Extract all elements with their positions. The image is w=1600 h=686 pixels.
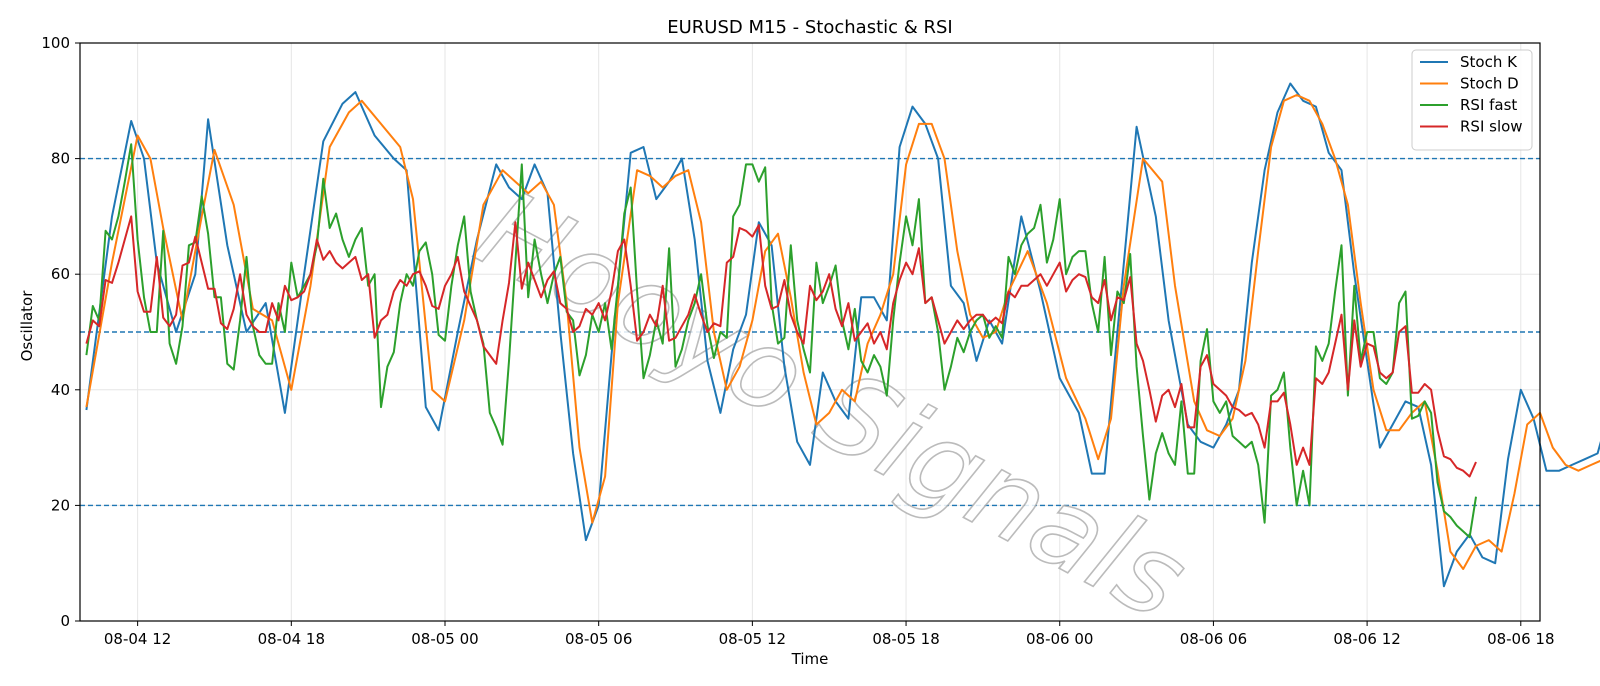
x-tick-label: 08-04 12 [104, 630, 171, 648]
watermark-text: Hooyo Signals [458, 165, 1207, 644]
series-line-rsi-slow [85, 215, 1477, 478]
y-axis-label: Oscillator [18, 290, 36, 362]
y-tick-label: 0 [60, 612, 70, 630]
x-tick-label: 08-06 06 [1180, 630, 1247, 648]
x-tick-label: 08-05 18 [872, 630, 939, 648]
series-lines [85, 82, 1600, 588]
x-tick-label: 08-05 12 [719, 630, 786, 648]
y-axis-ticks: 0 20 40 60 80 100 [41, 34, 80, 630]
x-tick-label: 08-06 00 [1026, 630, 1093, 648]
legend: Stoch K Stoch D RSI fast RSI slow [1411, 49, 1533, 151]
series-line-stoch-k [85, 82, 1600, 588]
chart-title: EURUSD M15 - Stochastic & RSI [667, 17, 953, 38]
y-tick-label: 20 [51, 496, 70, 514]
watermark: Hooyo Signals [457, 164, 1207, 645]
legend-label: Stoch D [1460, 75, 1519, 93]
x-axis-ticks: 08-04 12 08-04 18 08-05 00 08-05 06 08-05 12… [104, 621, 1555, 648]
legend-box [1411, 49, 1533, 151]
x-tick-label: 08-05 00 [411, 630, 478, 648]
y-tick-label: 80 [51, 150, 70, 168]
y-tick-label: 60 [51, 265, 70, 283]
legend-label: RSI slow [1460, 118, 1523, 136]
x-tick-label: 08-05 06 [565, 630, 632, 648]
legend-label: Stoch K [1460, 53, 1518, 71]
x-tick-label: 08-06 12 [1333, 630, 1400, 648]
y-tick-label: 100 [41, 34, 70, 52]
x-axis-label: Time [791, 650, 829, 668]
x-tick-label: 08-06 18 [1487, 630, 1554, 648]
x-tick-label: 08-04 18 [258, 630, 325, 648]
plot-frame [79, 42, 1541, 622]
series-line-rsi-fast [85, 143, 1477, 539]
y-tick-label: 40 [51, 381, 70, 399]
legend-label: RSI fast [1460, 96, 1517, 114]
